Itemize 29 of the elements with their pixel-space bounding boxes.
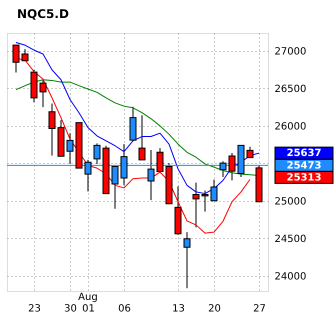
candlestick [228, 152, 236, 181]
candlestick [40, 78, 46, 108]
candlestick [210, 179, 218, 202]
text: 25637 [286, 148, 322, 160]
y-tick-label: 26500 [274, 84, 306, 95]
text: 25313 [286, 172, 322, 184]
chart-title: NQC5.D [17, 7, 69, 21]
ref-line-label: 25473 [286, 160, 322, 172]
candlestick [246, 146, 254, 158]
candlestick [130, 106, 136, 141]
y-tick-label: 24000 [274, 271, 306, 282]
y-tick-label: 25000 [274, 196, 306, 208]
y-tick-label: 26000 [274, 121, 306, 132]
x-tick-label: 20 [208, 304, 221, 314]
x-tick-label: 23 [28, 304, 41, 314]
y-tick-label: 27000 [274, 46, 306, 58]
candlestick [184, 232, 190, 289]
candlestick [48, 103, 56, 156]
x-tick-label: 06 [118, 304, 131, 314]
x-tick-label: 27 [253, 304, 266, 314]
candlestick [156, 148, 164, 172]
text: Aug [78, 292, 98, 303]
x-tick-label: 30 [64, 304, 77, 314]
y-tick-label: 24500 [274, 234, 306, 245]
candlestick [202, 190, 208, 212]
candlestick [192, 182, 200, 228]
x-tick-label: 13 [172, 304, 185, 314]
candlestick [138, 114, 146, 160]
x-tick-label: 01 [82, 304, 95, 314]
